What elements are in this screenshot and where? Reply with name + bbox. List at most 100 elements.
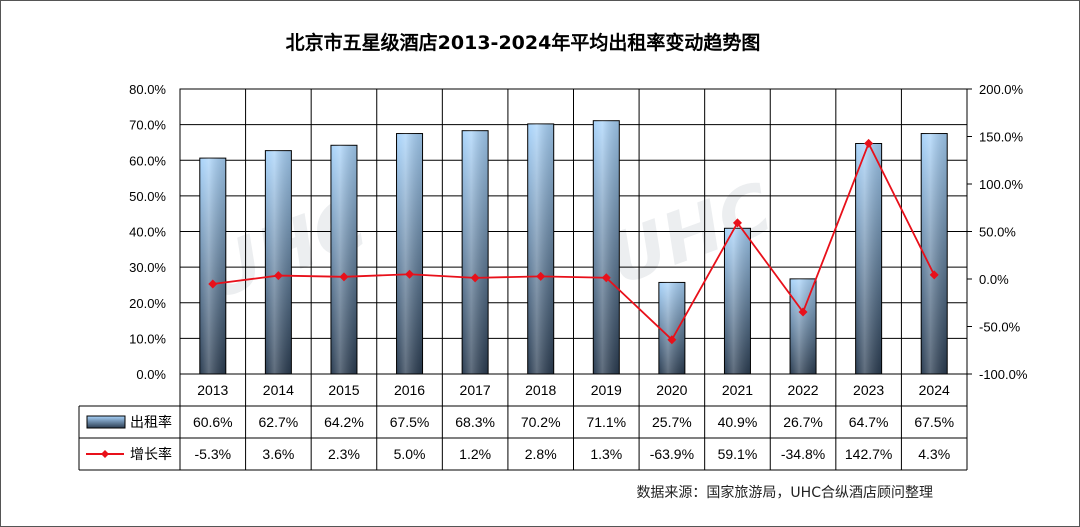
y-left-tick-label: 10.0%: [129, 331, 166, 346]
legend-bar-swatch: [86, 415, 126, 429]
growth-value: 2.3%: [328, 446, 360, 462]
occupancy-value: 62.7%: [259, 414, 299, 430]
growth-line: [212, 141, 936, 342]
y-left-tick-label: 20.0%: [129, 296, 166, 311]
growth-value: 5.0%: [394, 446, 426, 462]
occupancy-value: 64.2%: [324, 414, 364, 430]
occupancy-value: 67.5%: [914, 414, 954, 430]
growth-value: -5.3%: [195, 446, 232, 462]
y-right-tick-label: -50.0%: [979, 320, 1021, 335]
y-right-tick-label: -100.0%: [979, 367, 1028, 382]
growth-value: 3.6%: [262, 446, 294, 462]
legend-marker: [101, 450, 109, 458]
bar-shine: [265, 150, 292, 374]
x-tick-label: 2016: [394, 382, 425, 398]
bar-series: [199, 120, 948, 375]
growth-point-2017: [470, 273, 480, 283]
growth-point-2021: [732, 218, 742, 228]
y-right-tick-label: 50.0%: [979, 225, 1016, 240]
bar-shine: [527, 123, 554, 374]
growth-point-2024: [929, 270, 939, 280]
growth-point-2020: [667, 335, 677, 345]
occupancy-value: 67.5%: [390, 414, 430, 430]
gridlines: [179, 88, 968, 375]
bar-2024: [920, 133, 948, 375]
bar-shine: [199, 158, 226, 374]
bar-shine: [790, 278, 817, 374]
x-tick-label: 2018: [525, 382, 556, 398]
line-series: [208, 138, 939, 345]
growth-value: -63.9%: [650, 446, 694, 462]
bar-shine: [396, 133, 423, 374]
x-tick-label: 2013: [197, 382, 228, 398]
y-right-tick-label: 100.0%: [979, 177, 1024, 192]
growth-value: 59.1%: [718, 446, 758, 462]
bar-2019: [592, 120, 620, 375]
legend-label-growth: 增长率: [130, 446, 172, 463]
growth-value: 142.7%: [845, 446, 892, 462]
bar-shine: [724, 228, 751, 374]
bar-2022: [789, 278, 817, 375]
y-left-tick-label: 80.0%: [129, 82, 166, 97]
occupancy-value: 64.7%: [849, 414, 889, 430]
growth-value: 2.8%: [525, 446, 557, 462]
growth-value: 1.3%: [590, 446, 622, 462]
occupancy-value: 70.2%: [521, 414, 561, 430]
growth-value: -34.8%: [781, 446, 825, 462]
bar-shine: [658, 282, 685, 374]
bar-2015: [330, 144, 358, 375]
growth-point-2022: [798, 307, 808, 317]
bar-2014: [264, 150, 292, 375]
x-tick-label: 2015: [328, 382, 359, 398]
chart-title: 北京市五星级酒店2013-2024年平均出租率变动趋势图: [286, 31, 761, 54]
x-tick-label: 2020: [656, 382, 687, 398]
growth-point-2015: [339, 272, 349, 282]
bar-2018: [527, 123, 555, 375]
bar-shine: [462, 130, 489, 374]
x-tick-label: 2023: [853, 382, 884, 398]
x-tick-label: 2024: [919, 382, 950, 398]
growth-point-2013: [208, 279, 218, 289]
y-left-tick-label: 50.0%: [129, 189, 166, 204]
growth-point-2019: [601, 273, 611, 283]
occupancy-value: 71.1%: [586, 414, 626, 430]
growth-value: 1.2%: [459, 446, 491, 462]
occupancy-value: 26.7%: [783, 414, 823, 430]
x-tick-label: 2017: [460, 382, 491, 398]
growth-point-2014: [273, 271, 283, 281]
growth-point-2016: [405, 269, 415, 279]
bar-2013: [199, 157, 227, 375]
growth-value: 4.3%: [918, 446, 950, 462]
occupancy-value: 25.7%: [652, 414, 692, 430]
bar-2023: [855, 143, 883, 375]
y-right-tick-label: 0.0%: [979, 272, 1009, 287]
y-axis-left: 0.0% 10.0% 20.0% 30.0% 40.0% 50.0% 60.0% 70.0% 8…: [129, 82, 166, 382]
occupancy-value: 68.3%: [455, 414, 495, 430]
x-tick-label: 2019: [591, 382, 622, 398]
bar-2016: [396, 133, 424, 375]
data-table: 2013 2014 2015 2016 2017 2018 2019 2020 2021 2022…: [78, 373, 968, 471]
bar-2021: [723, 227, 751, 375]
y-left-tick-label: 30.0%: [129, 260, 166, 275]
occupancy-value: 40.9%: [718, 414, 758, 430]
y-axis-right: -100.0% -50.0% 0.0% 50.0% 100.0% 150.0% 200.0%: [967, 82, 1028, 382]
bar-shine: [330, 145, 357, 374]
x-tick-label: 2014: [263, 382, 294, 398]
y-left-tick-label: 70.0%: [129, 118, 166, 133]
y-left-tick-label: 60.0%: [129, 153, 166, 168]
y-left-tick-label: 40.0%: [129, 225, 166, 240]
y-right-tick-label: 150.0%: [979, 130, 1024, 145]
svg-text:UHC: UHC: [598, 167, 783, 301]
bar-shine: [593, 120, 620, 374]
y-right-tick-label: 200.0%: [979, 82, 1024, 97]
occupancy-value: 60.6%: [193, 414, 233, 430]
growth-point-2018: [536, 271, 546, 281]
source-note: 数据来源：国家旅游局，UHC合纵酒店顾问整理: [636, 484, 933, 501]
x-tick-label: 2021: [722, 382, 753, 398]
bar-shine: [855, 143, 882, 374]
x-tick-label: 2022: [787, 382, 818, 398]
growth-point-2023: [864, 138, 874, 148]
bar-shine: [921, 133, 948, 374]
bar-2017: [461, 130, 489, 375]
